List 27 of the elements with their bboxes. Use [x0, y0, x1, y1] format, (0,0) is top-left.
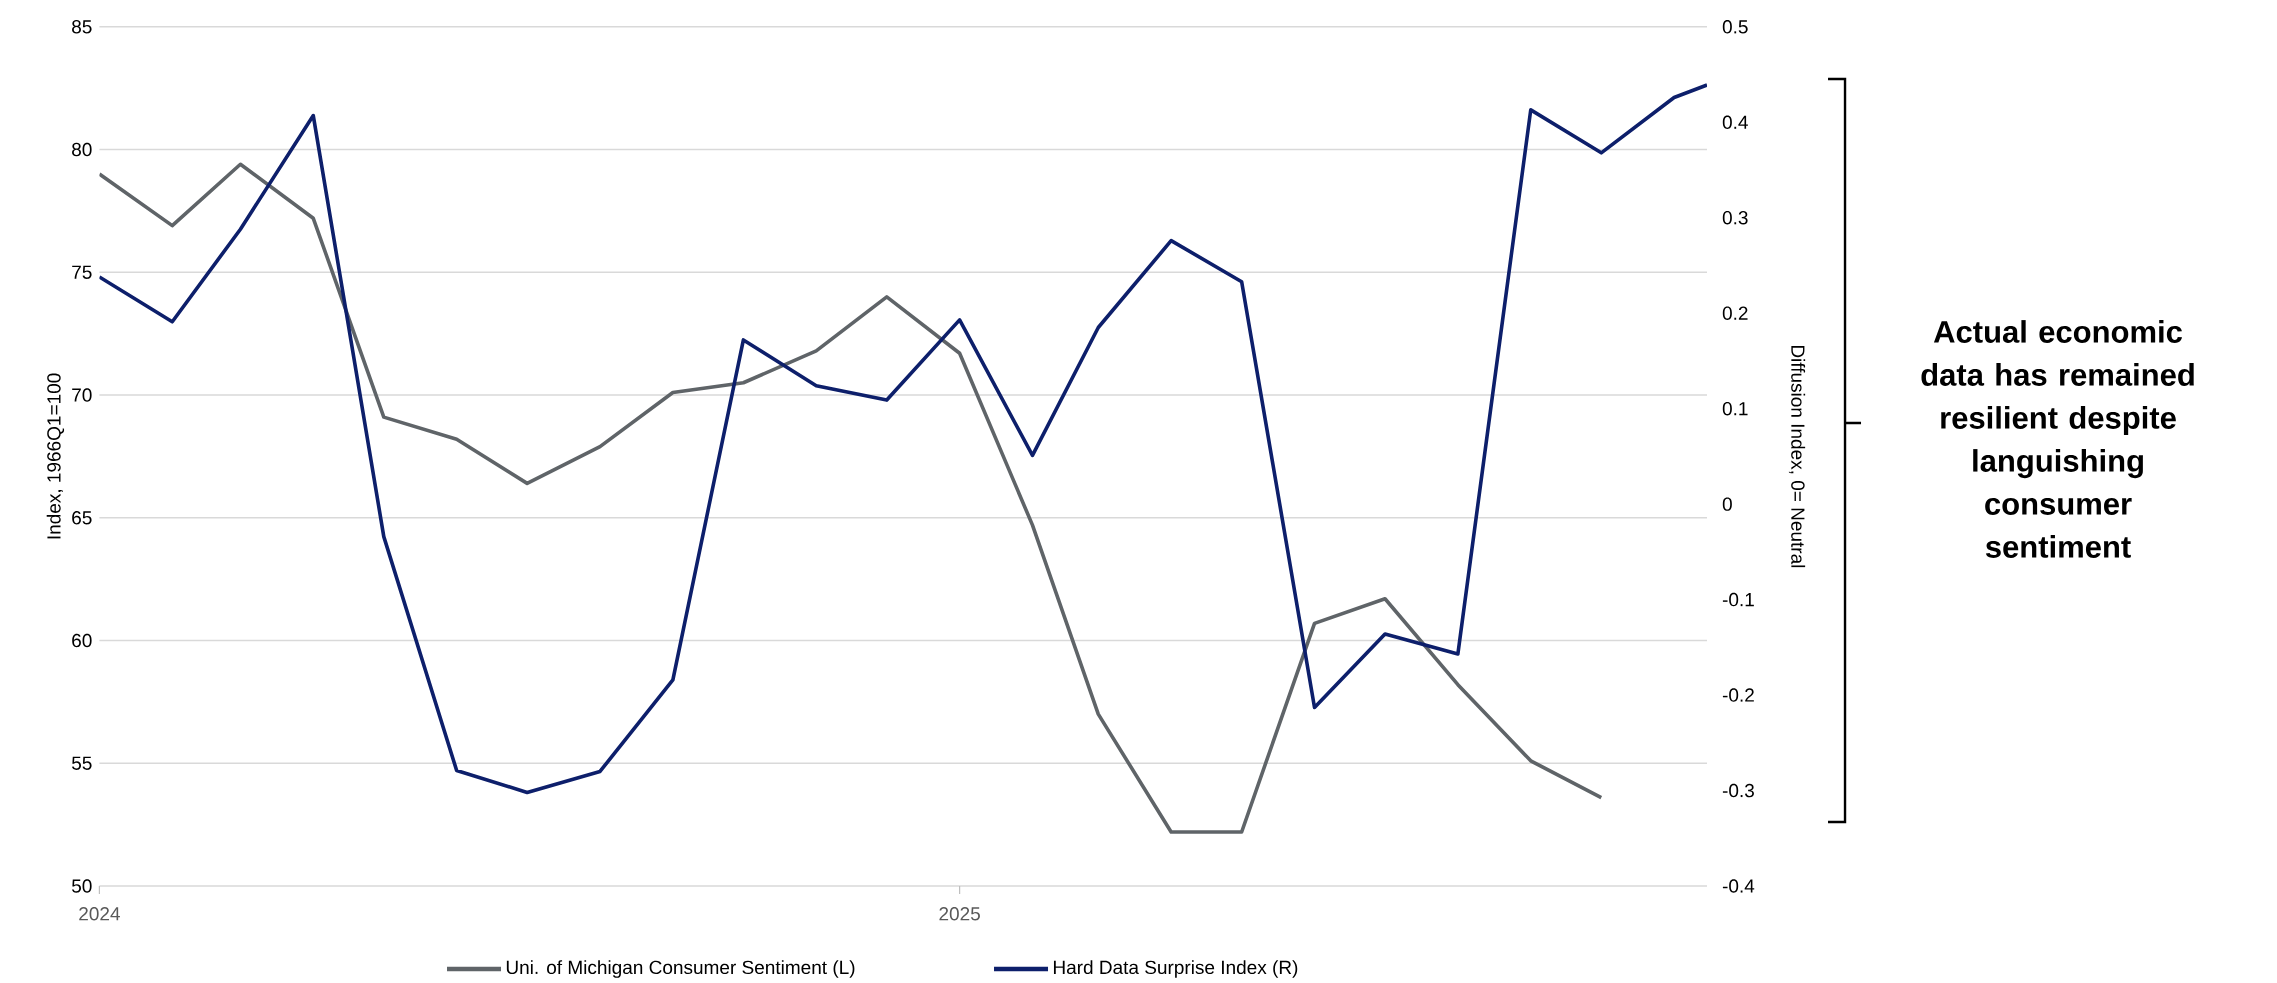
- text: Actual economic data has remained resilient despite languishing consumer sentiment: [1921, 320, 2194, 558]
- y2-tick-label: 0.1: [1722, 401, 1748, 416]
- x-tick-label: 2025: [939, 907, 980, 921]
- legend-label: Hard Data Surprise Index (R): [1053, 960, 1298, 978]
- y-tick-label: 85: [72, 20, 92, 34]
- y2-tick-label: -0.3: [1722, 783, 1754, 798]
- legend-label: Uni. of Michigan Consumer Sentiment (L): [506, 960, 855, 978]
- line-series: [99, 162, 1604, 834]
- y2-tick-label: 0.2: [1722, 306, 1748, 320]
- y-tick-label: 50: [71, 879, 92, 893]
- y-tick-label: 65: [72, 511, 92, 525]
- y-tick-label: 60: [72, 633, 92, 648]
- y2-tick-label: -0.1: [1722, 592, 1754, 607]
- y2-tick-label: 0.4: [1722, 115, 1748, 129]
- y-tick-label: 55: [71, 756, 92, 770]
- x-tick-label: 2024: [79, 907, 120, 921]
- y2-axis-title: Diffusion Index, 0= Neutral: [1788, 345, 1806, 568]
- y2-tick-label: 0.3: [1722, 211, 1748, 225]
- line-series: [99, 83, 1708, 795]
- y-axis-title: Index, 1966Q1=100: [46, 373, 65, 539]
- y2-tick-label: -0.4: [1722, 879, 1755, 893]
- y-tick-label: 70: [72, 388, 92, 402]
- y-tick-label: 75: [72, 265, 92, 279]
- y-tick-label: 80: [72, 142, 92, 157]
- y2-tick-label: 0.5: [1722, 20, 1748, 34]
- y2-tick-label: 0: [1722, 497, 1732, 511]
- y2-tick-label: -0.2: [1722, 688, 1754, 702]
